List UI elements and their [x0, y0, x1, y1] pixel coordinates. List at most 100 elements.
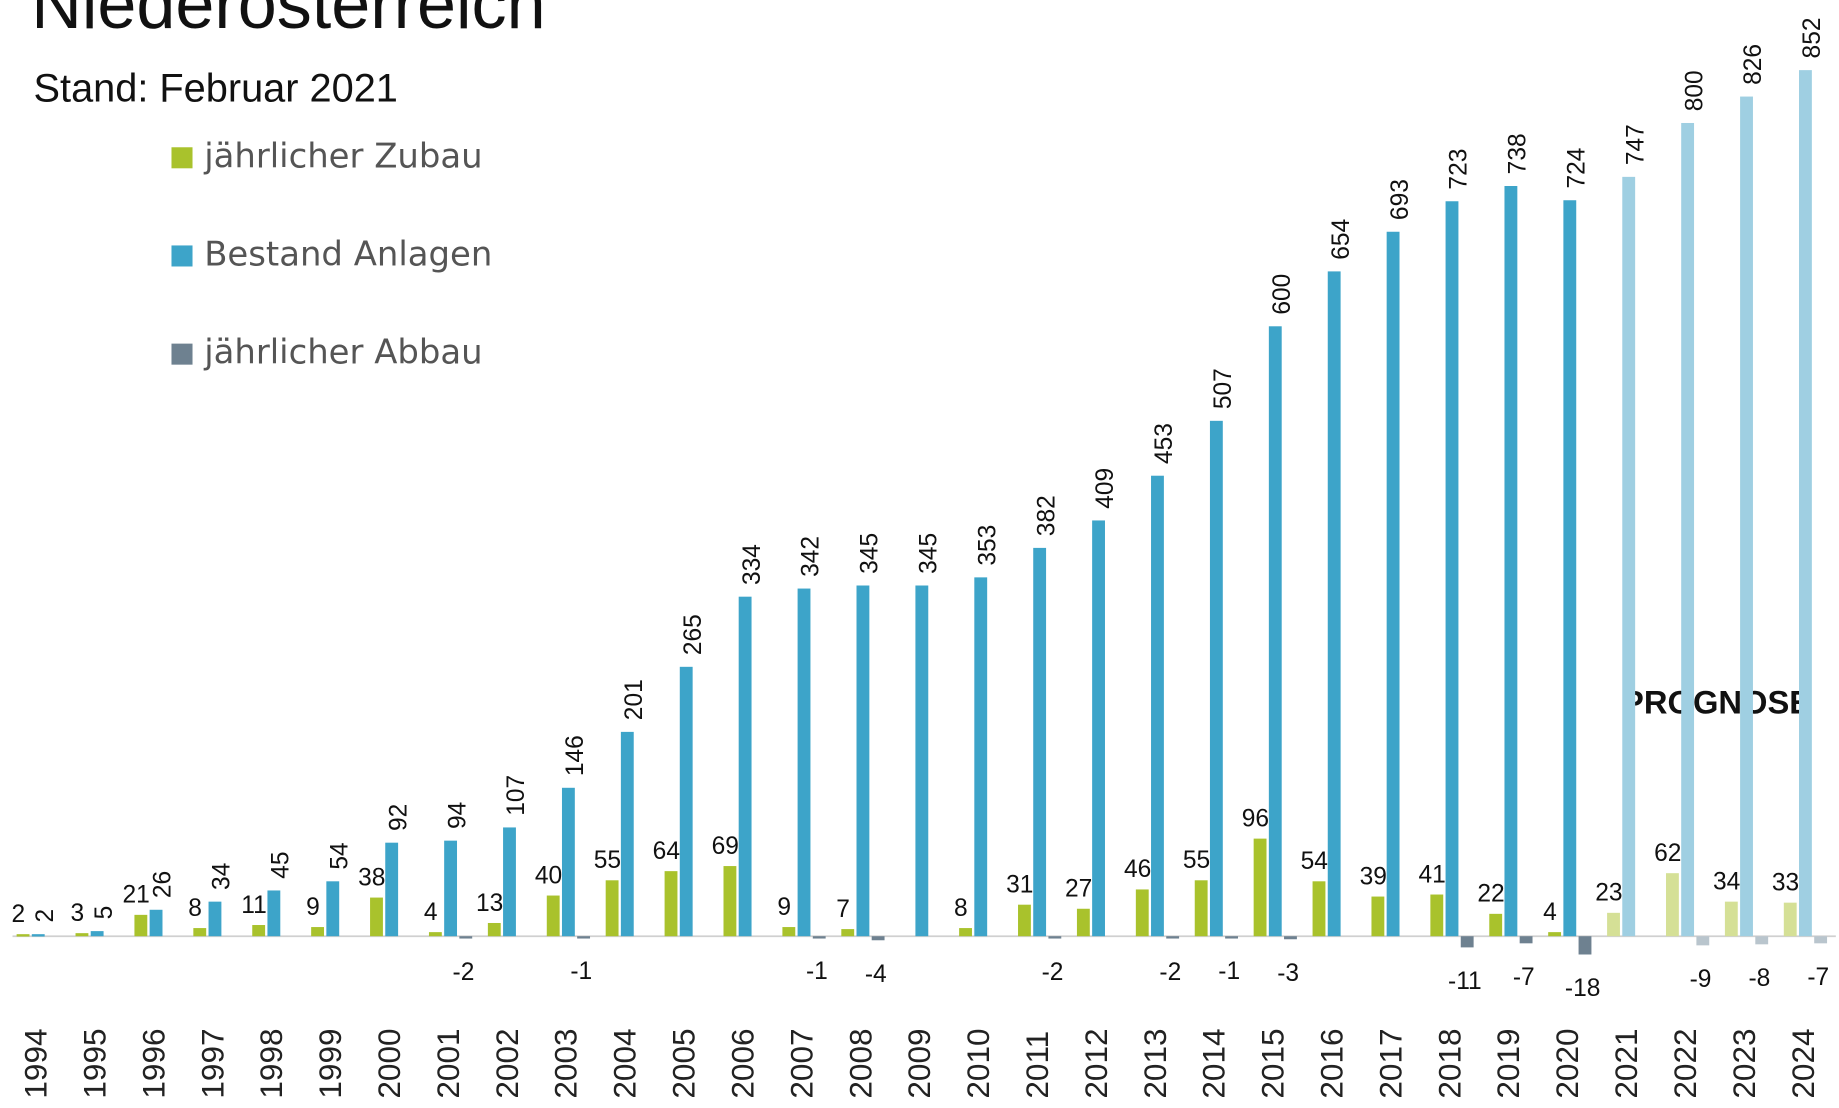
value-label: 13 — [476, 890, 503, 917]
value-label: 800 — [1681, 70, 1708, 111]
x-tick-label: 2009 — [901, 1028, 937, 1098]
bar — [1386, 231, 1400, 937]
value-label: -3 — [1277, 960, 1299, 987]
bar — [1151, 475, 1164, 937]
value-label: -2 — [453, 959, 475, 986]
bar — [1135, 889, 1149, 937]
x-tick-label: 2016 — [1314, 1028, 1350, 1098]
bar — [620, 731, 634, 937]
bar — [871, 936, 885, 941]
bar — [1622, 176, 1636, 937]
bar — [1665, 873, 1679, 937]
x-tick-label: 1998 — [253, 1028, 289, 1098]
bar — [1166, 936, 1180, 939]
bar — [1607, 912, 1620, 937]
bar — [1327, 271, 1341, 937]
value-label: 2 — [12, 901, 26, 928]
value-label: 265 — [680, 614, 707, 655]
value-label: -1 — [806, 958, 828, 985]
value-label: 146 — [562, 735, 589, 776]
value-label: 27 — [1065, 876, 1092, 903]
bar — [605, 880, 619, 937]
value-label: 34 — [209, 863, 236, 890]
value-label: 55 — [594, 847, 621, 874]
bar — [812, 936, 826, 939]
bar — [1253, 838, 1267, 937]
value-label: 345 — [916, 533, 943, 574]
value-label: 600 — [1269, 274, 1296, 315]
x-tick-label: 2003 — [548, 1028, 584, 1098]
bar — [1018, 904, 1031, 937]
value-label: 852 — [1799, 18, 1826, 59]
value-label: 54 — [1301, 848, 1328, 875]
bar — [370, 897, 383, 937]
bar — [959, 928, 972, 937]
value-label: -1 — [1218, 958, 1240, 985]
bar — [577, 936, 591, 939]
value-label: 9 — [306, 894, 320, 921]
x-tick-label: 2000 — [371, 1028, 407, 1098]
value-label: 5 — [91, 906, 118, 920]
legend-label: jährlicher Abbau — [203, 333, 482, 372]
value-label: -9 — [1690, 966, 1712, 993]
value-label: 38 — [358, 864, 385, 891]
bar — [267, 890, 281, 937]
bar — [1460, 936, 1474, 948]
bar — [664, 871, 678, 937]
bar — [1048, 936, 1062, 939]
value-label: 693 — [1387, 179, 1414, 220]
bar — [1681, 122, 1695, 937]
bar — [1430, 894, 1444, 937]
value-label: 4 — [1543, 899, 1557, 926]
bar — [487, 922, 501, 937]
value-label: 3 — [70, 900, 84, 927]
value-label: 747 — [1622, 124, 1649, 165]
value-label: 54 — [326, 842, 353, 869]
bar — [1755, 936, 1769, 945]
x-tick-label: 2007 — [783, 1028, 819, 1098]
value-label: 39 — [1360, 863, 1387, 890]
bar — [1312, 881, 1326, 937]
bar — [1563, 200, 1577, 937]
value-label: 92 — [385, 804, 412, 831]
bar — [428, 932, 442, 937]
bar — [1696, 936, 1710, 946]
bar — [974, 577, 988, 937]
x-tick-label: 2022 — [1667, 1028, 1703, 1098]
value-label: 345 — [857, 533, 884, 574]
x-tick-label: 2011 — [1019, 1031, 1055, 1099]
bar — [193, 928, 207, 937]
bar — [1489, 913, 1503, 937]
bar — [208, 901, 222, 937]
value-label: -2 — [1042, 959, 1064, 986]
bar — [561, 787, 575, 937]
bar — [444, 840, 458, 937]
value-label: 23 — [1595, 880, 1622, 907]
x-tick-label: 1994 — [18, 1028, 54, 1098]
legend-label: jährlicher Zubau — [203, 136, 482, 175]
value-label: 738 — [1505, 133, 1532, 174]
legend-swatch — [171, 245, 193, 267]
bar — [1268, 326, 1282, 937]
bar — [841, 929, 855, 937]
value-label: 4 — [424, 899, 438, 926]
value-label: 201 — [621, 679, 648, 720]
chart-title: Niederösterreich — [31, 0, 545, 43]
x-tick-label: 2006 — [724, 1028, 760, 1098]
chart-subtitle: Stand: Februar 2021 — [34, 67, 398, 111]
value-label: 353 — [974, 525, 1001, 566]
x-tick-label: 1995 — [76, 1028, 112, 1098]
x-tick-label: 2005 — [666, 1028, 702, 1098]
bar — [1033, 547, 1047, 937]
bar — [75, 933, 89, 937]
value-label: -2 — [1159, 959, 1181, 986]
bar — [1548, 932, 1562, 937]
bar — [1194, 880, 1208, 937]
x-tick-label: 2002 — [489, 1028, 525, 1098]
value-label: 11 — [241, 892, 266, 919]
value-label: 46 — [1124, 856, 1151, 883]
value-label: 453 — [1151, 423, 1178, 464]
value-label: 9 — [777, 894, 791, 921]
bar — [311, 927, 325, 937]
x-tick-label: 2019 — [1490, 1028, 1526, 1098]
